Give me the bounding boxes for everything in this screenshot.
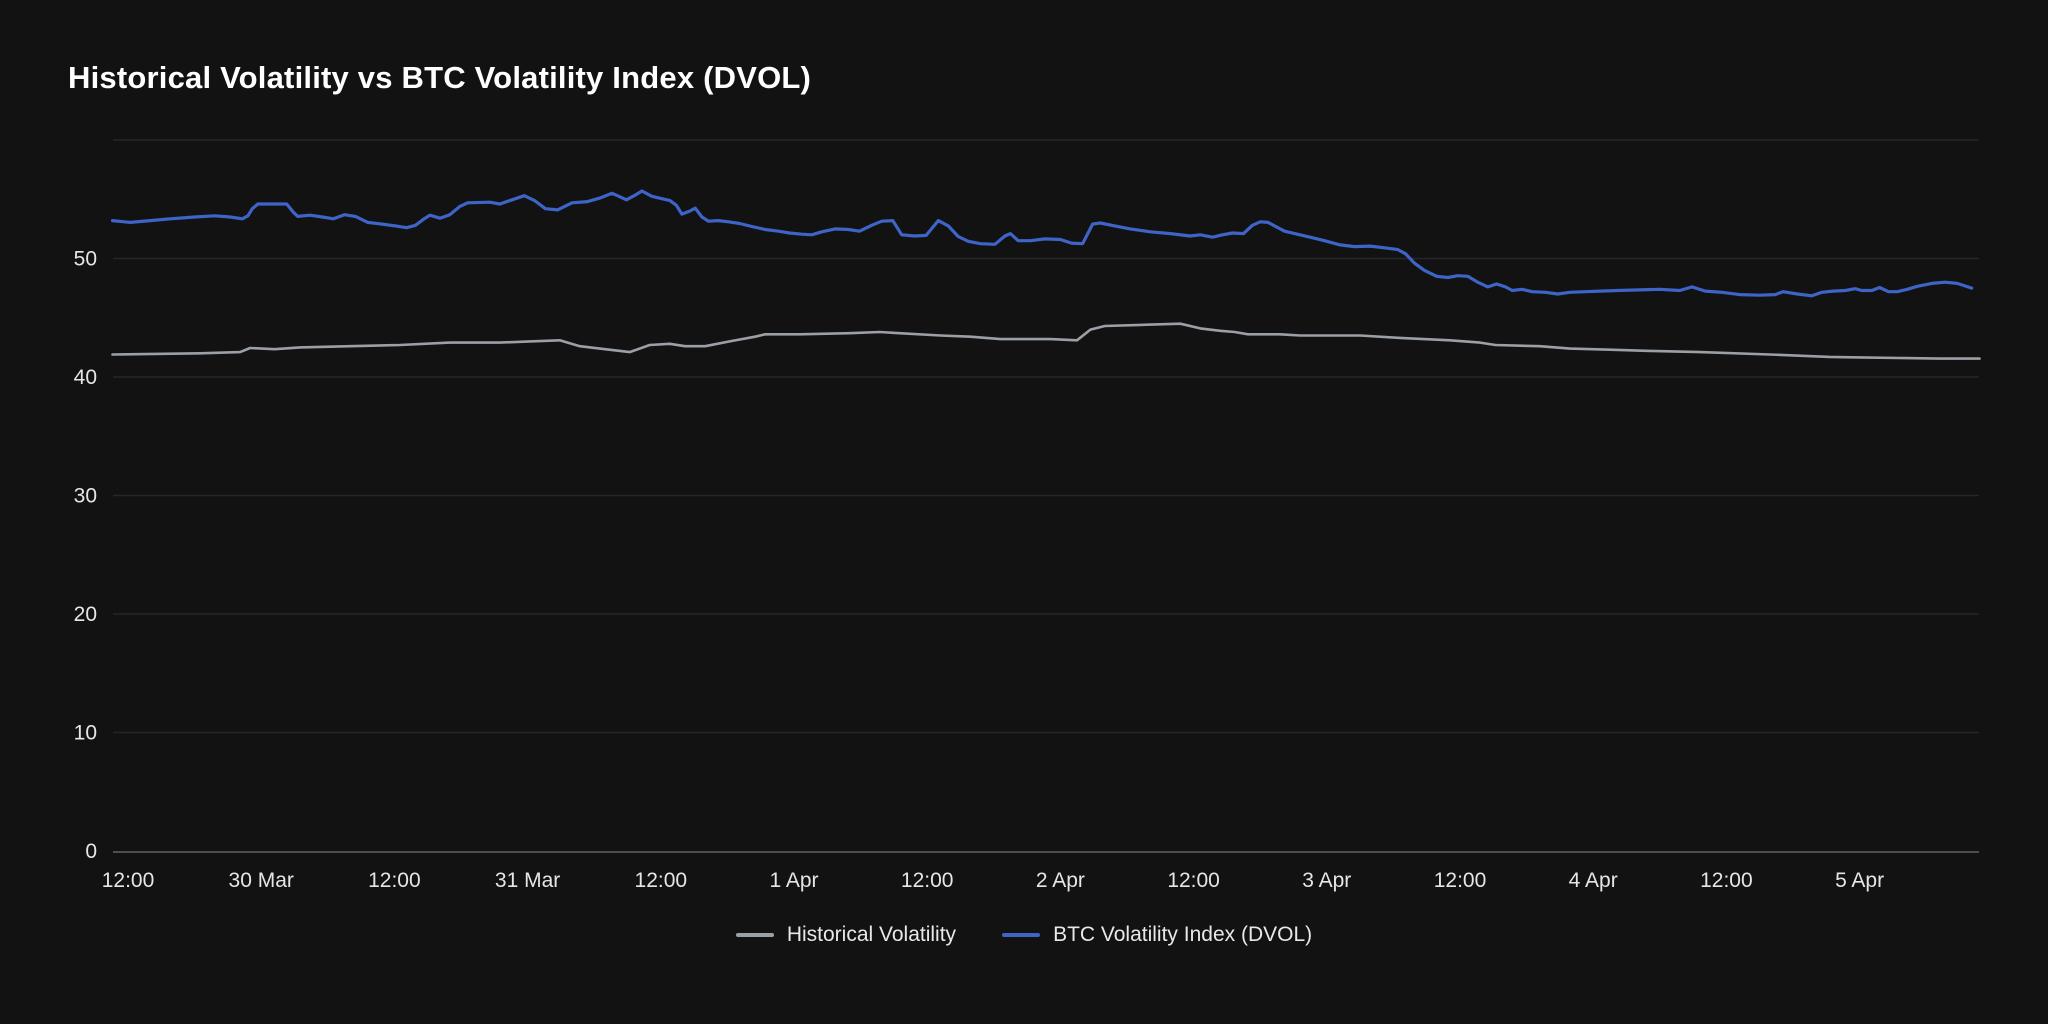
x-axis-tick-label: 12:00 [901,869,954,892]
series-line-historical-volatility [111,322,1981,360]
x-axis-tick-label: 2 Apr [1036,869,1085,892]
x-axis-tick-label: 12:00 [1434,869,1487,892]
x-axis-tick-label: 12:00 [102,869,155,892]
series-line-dvol [110,189,1974,298]
y-axis-tick-label: 20 [74,603,97,626]
y-axis-tick-label: 50 [74,248,97,271]
legend-line-marker-blue [1002,932,1041,937]
y-axis-tick-label: 10 [74,722,97,745]
chart-legend: Historical Volatility BTC Volatility Ind… [0,921,2048,948]
x-axis-tick-label: 12:00 [1700,869,1753,892]
x-axis-tick-label: 31 Mar [495,869,560,892]
x-axis-tick-label: 30 Mar [229,869,294,892]
x-axis-tick-label: 12:00 [635,869,688,892]
legend-label: Historical Volatility [786,923,957,946]
x-axis-tick-label: 4 Apr [1569,869,1618,892]
y-axis-tick-label: 0 [85,840,97,863]
x-axis-tick-label: 12:00 [1167,869,1220,892]
y-axis-tick-label: 30 [74,485,97,508]
legend-item-historical-volatility[interactable]: Historical Volatility [735,921,957,948]
legend-label: BTC Volatility Index (DVOL) [1053,923,1313,946]
legend-line-marker-gray [735,932,774,937]
y-axis-tick-label: 40 [74,366,97,389]
x-axis-tick-label: 12:00 [368,869,421,892]
x-axis-tick-label: 3 Apr [1302,869,1351,892]
legend-item-dvol[interactable]: BTC Volatility Index (DVOL) [1002,921,1312,948]
chart-title: Historical Volatility vs BTC Volatility … [68,60,812,95]
x-axis-tick-label: 1 Apr [769,869,818,892]
x-axis-tick-label: 5 Apr [1835,869,1884,892]
